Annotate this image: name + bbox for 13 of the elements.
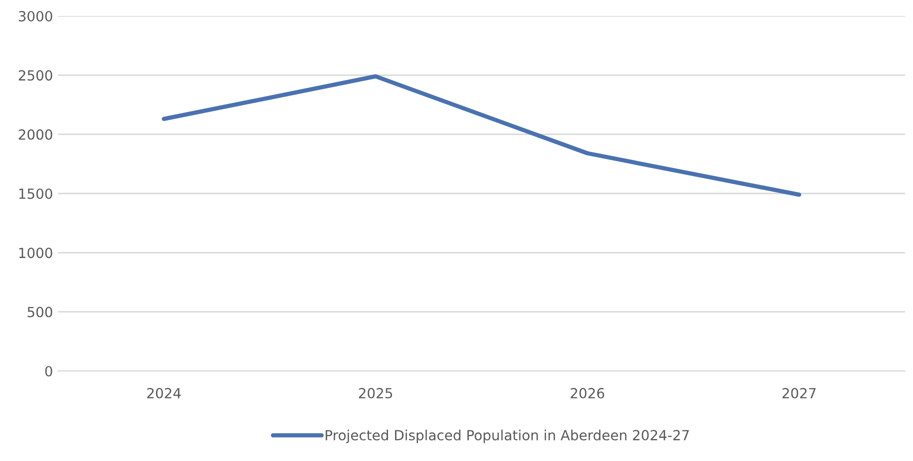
legend-label: Projected Displaced Population in Aberdeen 2024-27: [326, 430, 689, 444]
y-tick-label: 2500: [18, 70, 52, 81]
y-tick-label: 1000: [19, 248, 52, 258]
x-tick-label: 2024: [147, 388, 181, 398]
x-tick-label: 2026: [570, 388, 604, 398]
y-tick-label: 500: [28, 306, 52, 318]
y-tick-label: 2000: [18, 129, 52, 140]
x-tick-label: 2027: [782, 388, 816, 398]
x-tick-label: 2025: [358, 388, 392, 398]
y-tick-label: 3000: [18, 10, 52, 22]
y-tick-label: 0: [45, 366, 52, 376]
line-series: [162, 74, 802, 197]
y-tick-label: 1500: [19, 188, 52, 199]
